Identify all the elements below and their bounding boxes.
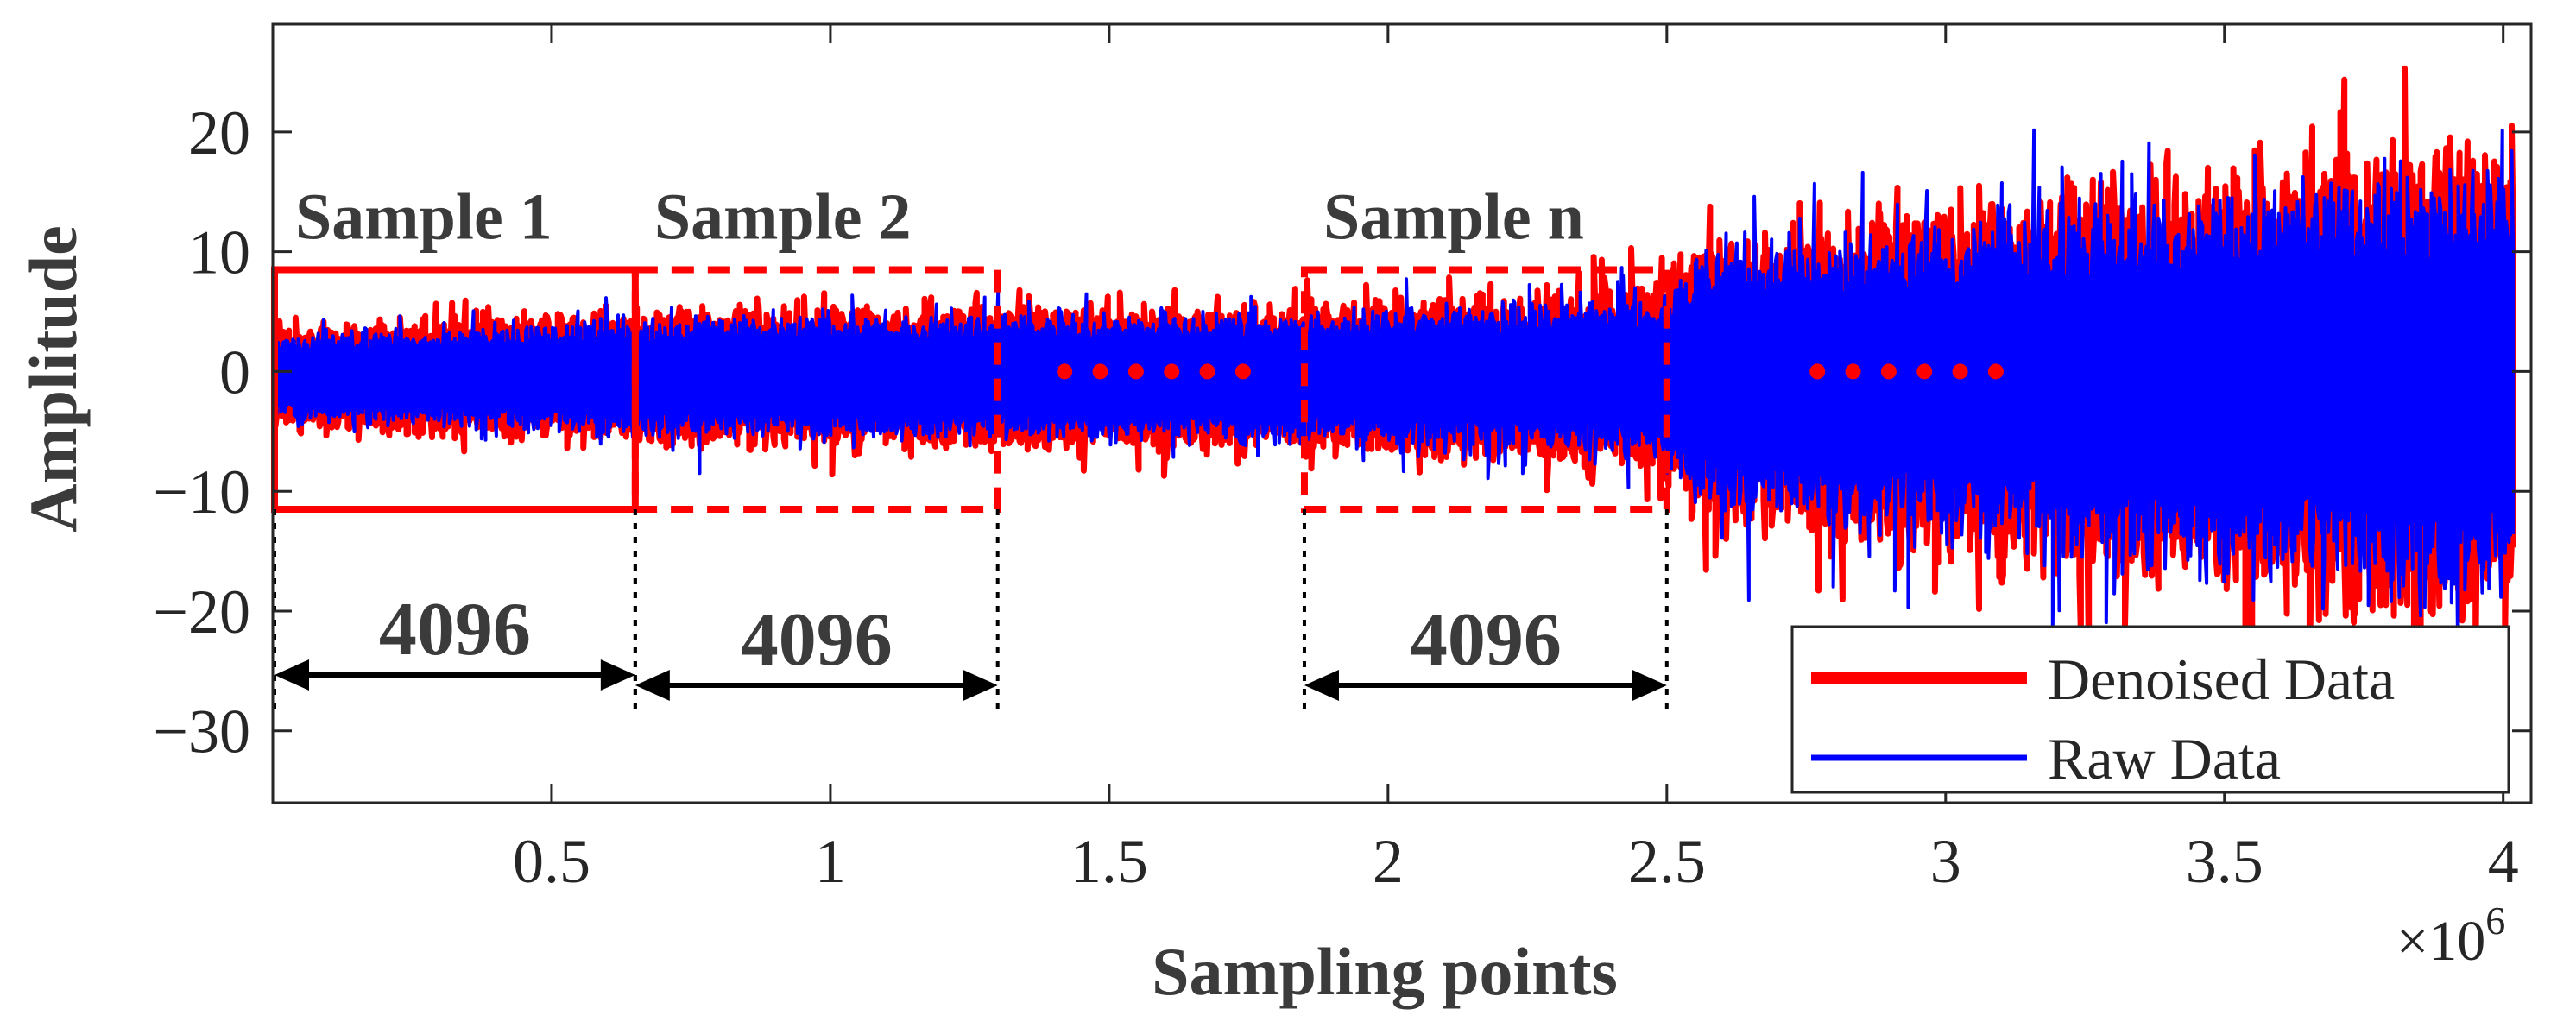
span-label: 4096 xyxy=(1410,598,1562,682)
ellipsis-dot xyxy=(1092,363,1108,380)
x-tick-label: 3 xyxy=(1930,827,1961,896)
span-arrow-left-head xyxy=(635,670,670,701)
x-tick-label: 1 xyxy=(815,827,846,896)
ellipsis-dot xyxy=(1916,363,1933,380)
ellipsis-dot xyxy=(1057,363,1073,380)
ellipsis-dot xyxy=(1164,363,1180,380)
legend-box xyxy=(1790,625,2510,794)
y-tick-label: −30 xyxy=(153,697,250,766)
x-tick-label: 0.5 xyxy=(513,827,590,896)
ellipsis-dot xyxy=(1845,363,1861,380)
ellipsis-dot xyxy=(1199,363,1215,380)
ellipsis-dot xyxy=(1952,363,1968,380)
ellipsis-dot xyxy=(1880,363,1897,380)
ellipsis-dot xyxy=(1127,363,1144,380)
ellipsis-dot xyxy=(1234,363,1251,380)
signal-layer xyxy=(273,65,2516,697)
sample-label: Sample 1 xyxy=(295,180,552,253)
sample-box xyxy=(1300,266,1670,514)
y-tick-label: −20 xyxy=(153,577,250,646)
span-label: 4096 xyxy=(741,598,893,682)
sample-1-annotation: Sample 1 4096 xyxy=(271,180,639,716)
axes: 0.5 1 1.5 2 2.5 3 3.5 4 20 10 0 −10 −20 −30 xyxy=(153,22,2533,896)
ellipsis-dots-1 xyxy=(1057,363,1251,380)
ellipsis-dot xyxy=(1809,363,1826,380)
series-line xyxy=(273,128,2516,691)
axes-box xyxy=(271,22,2533,804)
sample-2-annotation: Sample 2 4096 xyxy=(631,180,1001,716)
y-tick-label: 10 xyxy=(188,218,250,287)
span-arrow-left-head xyxy=(1304,670,1339,701)
ellipsis-dots-2 xyxy=(1809,363,2004,380)
legend-entry-raw-data: Raw Data xyxy=(1811,726,2281,791)
legend-entry-denoised-data: Denoised Data xyxy=(1811,646,2395,712)
legend: Denoised Data Raw Data xyxy=(1790,625,2510,794)
span-label: 4096 xyxy=(379,588,531,672)
x-tick-label: 1.5 xyxy=(1070,827,1148,896)
annotation-layer: Sample 1 4096 Sample 2 4096 Sample n 4096 xyxy=(271,180,2004,716)
y-tick-label: 20 xyxy=(188,98,250,167)
span-arrow-right-head xyxy=(963,670,998,701)
span-arrow-right-head xyxy=(1632,670,1667,701)
x-tick-label: 2 xyxy=(1373,827,1404,896)
x-tick-label: 4 xyxy=(2488,827,2519,896)
y-tick-label: 0 xyxy=(219,337,250,407)
x-axis-exponent: ×106 xyxy=(2396,899,2505,973)
x-axis-exponent-power: 6 xyxy=(2485,899,2505,943)
y-axis-label: Amplitude xyxy=(16,225,91,532)
span-arrow-left-head xyxy=(275,659,309,691)
legend-label: Denoised Data xyxy=(2048,646,2395,712)
legend-label: Raw Data xyxy=(2048,726,2281,791)
x-tick-label: 3.5 xyxy=(2186,827,2263,896)
sample-box xyxy=(631,266,1001,514)
series-raw-data xyxy=(273,128,2516,691)
ellipsis-dot xyxy=(1987,363,2004,380)
sample-box xyxy=(271,266,639,514)
span-arrow-right-head xyxy=(600,659,635,691)
x-axis-exponent-base: ×10 xyxy=(2396,910,2485,973)
x-axis-label: Sampling points xyxy=(1152,934,1618,1009)
sample-label: Sample 2 xyxy=(654,180,912,253)
sample-label: Sample n xyxy=(1323,180,1584,253)
sample-3-annotation: Sample n 4096 xyxy=(1300,180,1670,716)
x-tick-label: 2.5 xyxy=(1628,827,1706,896)
y-tick-label: −10 xyxy=(153,457,250,527)
